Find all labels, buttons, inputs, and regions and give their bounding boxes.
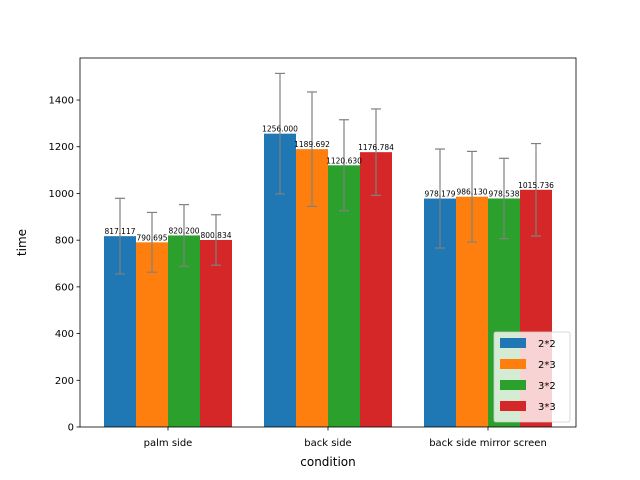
data-label: 1189.692 [294,140,330,149]
y-axis-label: time [15,229,29,256]
error-bar [179,204,189,267]
legend-swatch [500,359,526,369]
x-tick-label: palm side [144,438,193,449]
y-tick-label: 600 [55,282,74,293]
error-bar [435,148,445,249]
legend-box [493,331,571,423]
data-label: 817.117 [104,227,135,236]
bars-layer [104,133,552,428]
data-label: 978.538 [488,189,519,198]
legend-label: 2*2 [538,339,556,350]
data-label: 978.179 [424,190,455,199]
error-bar [339,119,349,212]
data-label: 1176.784 [358,143,394,152]
data-label: 790.695 [136,233,167,242]
error-bar [307,91,317,207]
legend-swatch [500,401,526,411]
bar-3*2-palm-side [168,235,200,427]
data-label: 800.834 [200,231,231,240]
y-tick-label: 400 [55,329,74,340]
error-bar [371,108,381,196]
y-tick-label: 800 [55,236,74,247]
y-axis: 0 200 400 600 800 1000 1200 1400 [49,96,80,434]
bar-3*3-palm-side [200,239,232,427]
data-label: 1120.630 [326,156,362,165]
error-bar [147,211,157,273]
y-tick-label: 1200 [49,142,74,153]
legend-swatch [500,338,526,348]
x-tick-label: back side [304,438,351,449]
data-label: 986.130 [456,188,487,197]
legend-label: 3*3 [538,402,556,413]
legend-swatch [500,380,526,390]
x-axis-label: condition [300,455,355,469]
bar-2*3-palm-side [136,242,168,427]
x-tick-label: back side mirror screen [429,438,547,449]
error-bars-layer [115,72,541,275]
error-bar [275,72,285,195]
y-tick-label: 1000 [49,189,74,200]
bar-3*3-back-side [360,152,392,427]
legend-label: 2*3 [538,360,556,371]
legend-label: 3*2 [538,381,556,392]
data-label: 1015.736 [518,181,554,190]
legend: 2*2 2*3 3*2 3*3 [493,331,571,423]
data-labels-layer: 817.117 1256.000 978.179 790.695 1189.692 986… [104,125,554,243]
y-tick-label: 1400 [49,96,74,107]
y-tick-label: 200 [55,376,74,387]
error-bar [467,150,477,243]
error-bar [211,214,221,266]
error-bar [531,142,541,237]
x-axis: palm side back side back side mirror scree… [144,427,547,449]
error-bar [115,197,125,275]
y-tick-label: 0 [68,423,74,434]
data-label: 820.200 [168,226,199,235]
error-bar [499,157,509,240]
data-label: 1256.000 [262,125,298,134]
